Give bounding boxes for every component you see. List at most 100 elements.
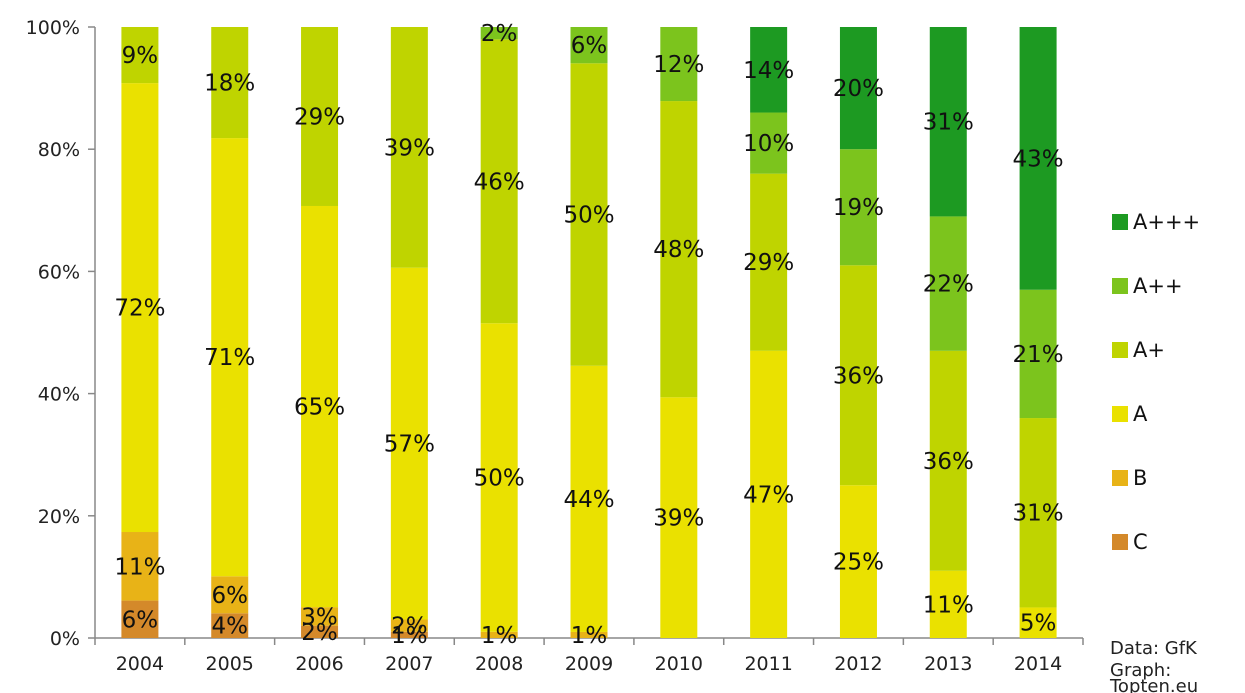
x-tick-label: 2009 bbox=[565, 653, 613, 675]
data-label: 1% bbox=[481, 623, 518, 649]
bar-segment bbox=[480, 323, 518, 632]
bar-segment bbox=[750, 112, 788, 174]
data-label: 47% bbox=[743, 482, 794, 508]
y-tick-label: 60% bbox=[38, 261, 80, 283]
data-label: 29% bbox=[294, 104, 345, 130]
y-axis: 0% 20% 40% 60% 80% 100% bbox=[26, 17, 96, 650]
data-label: 39% bbox=[653, 506, 704, 532]
bar-segment bbox=[660, 27, 698, 102]
bar-segment bbox=[570, 63, 608, 366]
data-label: 14% bbox=[743, 58, 794, 84]
bar-segment bbox=[480, 27, 518, 40]
data-label: 2% bbox=[481, 21, 518, 47]
x-tick-label: 2010 bbox=[655, 653, 703, 675]
bar-segment bbox=[301, 27, 339, 206]
bar-segment bbox=[211, 613, 249, 638]
data-label: 36% bbox=[923, 449, 974, 475]
y-tick-label: 20% bbox=[38, 506, 80, 528]
legend-label: C bbox=[1133, 530, 1148, 554]
bar-segment bbox=[390, 631, 428, 638]
data-label: 10% bbox=[743, 131, 794, 157]
bar-segment bbox=[390, 27, 428, 268]
credit: Data: GfK Graph: Topten.eu bbox=[1109, 638, 1198, 693]
data-label: 25% bbox=[833, 550, 884, 576]
x-tick-label: 2007 bbox=[385, 653, 433, 675]
credit-line-2: Graph: bbox=[1110, 660, 1171, 681]
legend-label: A+++ bbox=[1133, 210, 1200, 234]
x-tick-label: 2011 bbox=[744, 653, 792, 675]
legend-label: A bbox=[1133, 402, 1148, 426]
bar-segment bbox=[839, 27, 877, 150]
bar-segment bbox=[390, 619, 428, 632]
data-label: 48% bbox=[653, 237, 704, 263]
bar-segment bbox=[480, 631, 518, 638]
data-label: 5% bbox=[1020, 611, 1057, 637]
data-label: 31% bbox=[1013, 501, 1064, 527]
data-label: 11% bbox=[114, 554, 165, 580]
x-tick-label: 2012 bbox=[834, 653, 882, 675]
data-label: 44% bbox=[563, 487, 614, 513]
bar-segment bbox=[121, 27, 159, 84]
bar-segment bbox=[121, 83, 159, 533]
credit-line-3: Topten.eu bbox=[1109, 676, 1198, 693]
data-label: 2% bbox=[391, 614, 428, 640]
data-label: 20% bbox=[833, 76, 884, 102]
x-tick-label: 2006 bbox=[295, 653, 343, 675]
bar-segment bbox=[929, 350, 967, 571]
bar-segment bbox=[211, 27, 249, 139]
bar-segment bbox=[929, 216, 967, 351]
data-label: 6% bbox=[122, 607, 159, 633]
bar-segment bbox=[1019, 289, 1057, 419]
bar-segment bbox=[390, 267, 428, 620]
data-label: 31% bbox=[923, 110, 974, 136]
bar-segment bbox=[121, 600, 159, 638]
bar-segment bbox=[121, 532, 159, 601]
legend-label: A+ bbox=[1133, 338, 1165, 362]
legend-swatch bbox=[1112, 470, 1128, 486]
segment-labels: 6%11%72%9%4%6%71%18%2%3%65%29%1%2%57%39%… bbox=[114, 21, 1063, 649]
data-label: 4% bbox=[211, 614, 248, 640]
data-label: 11% bbox=[923, 592, 974, 618]
legend-swatch bbox=[1112, 406, 1128, 422]
bar-segment bbox=[660, 101, 698, 398]
data-label: 29% bbox=[743, 250, 794, 276]
data-label: 21% bbox=[1013, 342, 1064, 368]
data-label: 50% bbox=[474, 466, 525, 492]
data-label: 39% bbox=[384, 135, 435, 161]
data-label: 22% bbox=[923, 272, 974, 298]
bar-segment bbox=[929, 570, 967, 638]
bar-segment bbox=[1019, 607, 1057, 638]
legend-swatch bbox=[1112, 214, 1128, 230]
legend-swatch bbox=[1112, 342, 1128, 358]
bar-segment bbox=[750, 173, 788, 351]
y-tick-label: 100% bbox=[26, 17, 80, 39]
y-tick-label: 40% bbox=[38, 384, 80, 406]
data-label: 46% bbox=[474, 169, 525, 195]
bar-segment bbox=[301, 205, 339, 608]
bar-segment bbox=[839, 485, 877, 638]
y-tick-label: 0% bbox=[50, 628, 80, 650]
data-label: 1% bbox=[571, 623, 608, 649]
y-tick-label: 80% bbox=[38, 139, 80, 161]
legend-label: A++ bbox=[1133, 274, 1183, 298]
data-label: 43% bbox=[1013, 146, 1064, 172]
data-label: 50% bbox=[563, 203, 614, 229]
bar-segment bbox=[839, 149, 877, 266]
x-tick-label: 2008 bbox=[475, 653, 523, 675]
bar-segment bbox=[301, 625, 339, 638]
bar-segment bbox=[929, 27, 967, 217]
data-label: 65% bbox=[294, 395, 345, 421]
bar-segment bbox=[211, 138, 249, 577]
data-label: 36% bbox=[833, 363, 884, 389]
data-label: 71% bbox=[204, 345, 255, 371]
bar-segment bbox=[839, 265, 877, 486]
legend-swatch bbox=[1112, 278, 1128, 294]
bar-segment bbox=[211, 576, 249, 614]
data-label: 19% bbox=[833, 195, 884, 221]
data-label: 9% bbox=[122, 43, 159, 69]
x-tick-label: 2013 bbox=[924, 653, 972, 675]
bar-segment bbox=[570, 27, 608, 64]
x-tick-label: 2014 bbox=[1014, 653, 1062, 675]
x-tick-label: 2004 bbox=[116, 653, 164, 675]
